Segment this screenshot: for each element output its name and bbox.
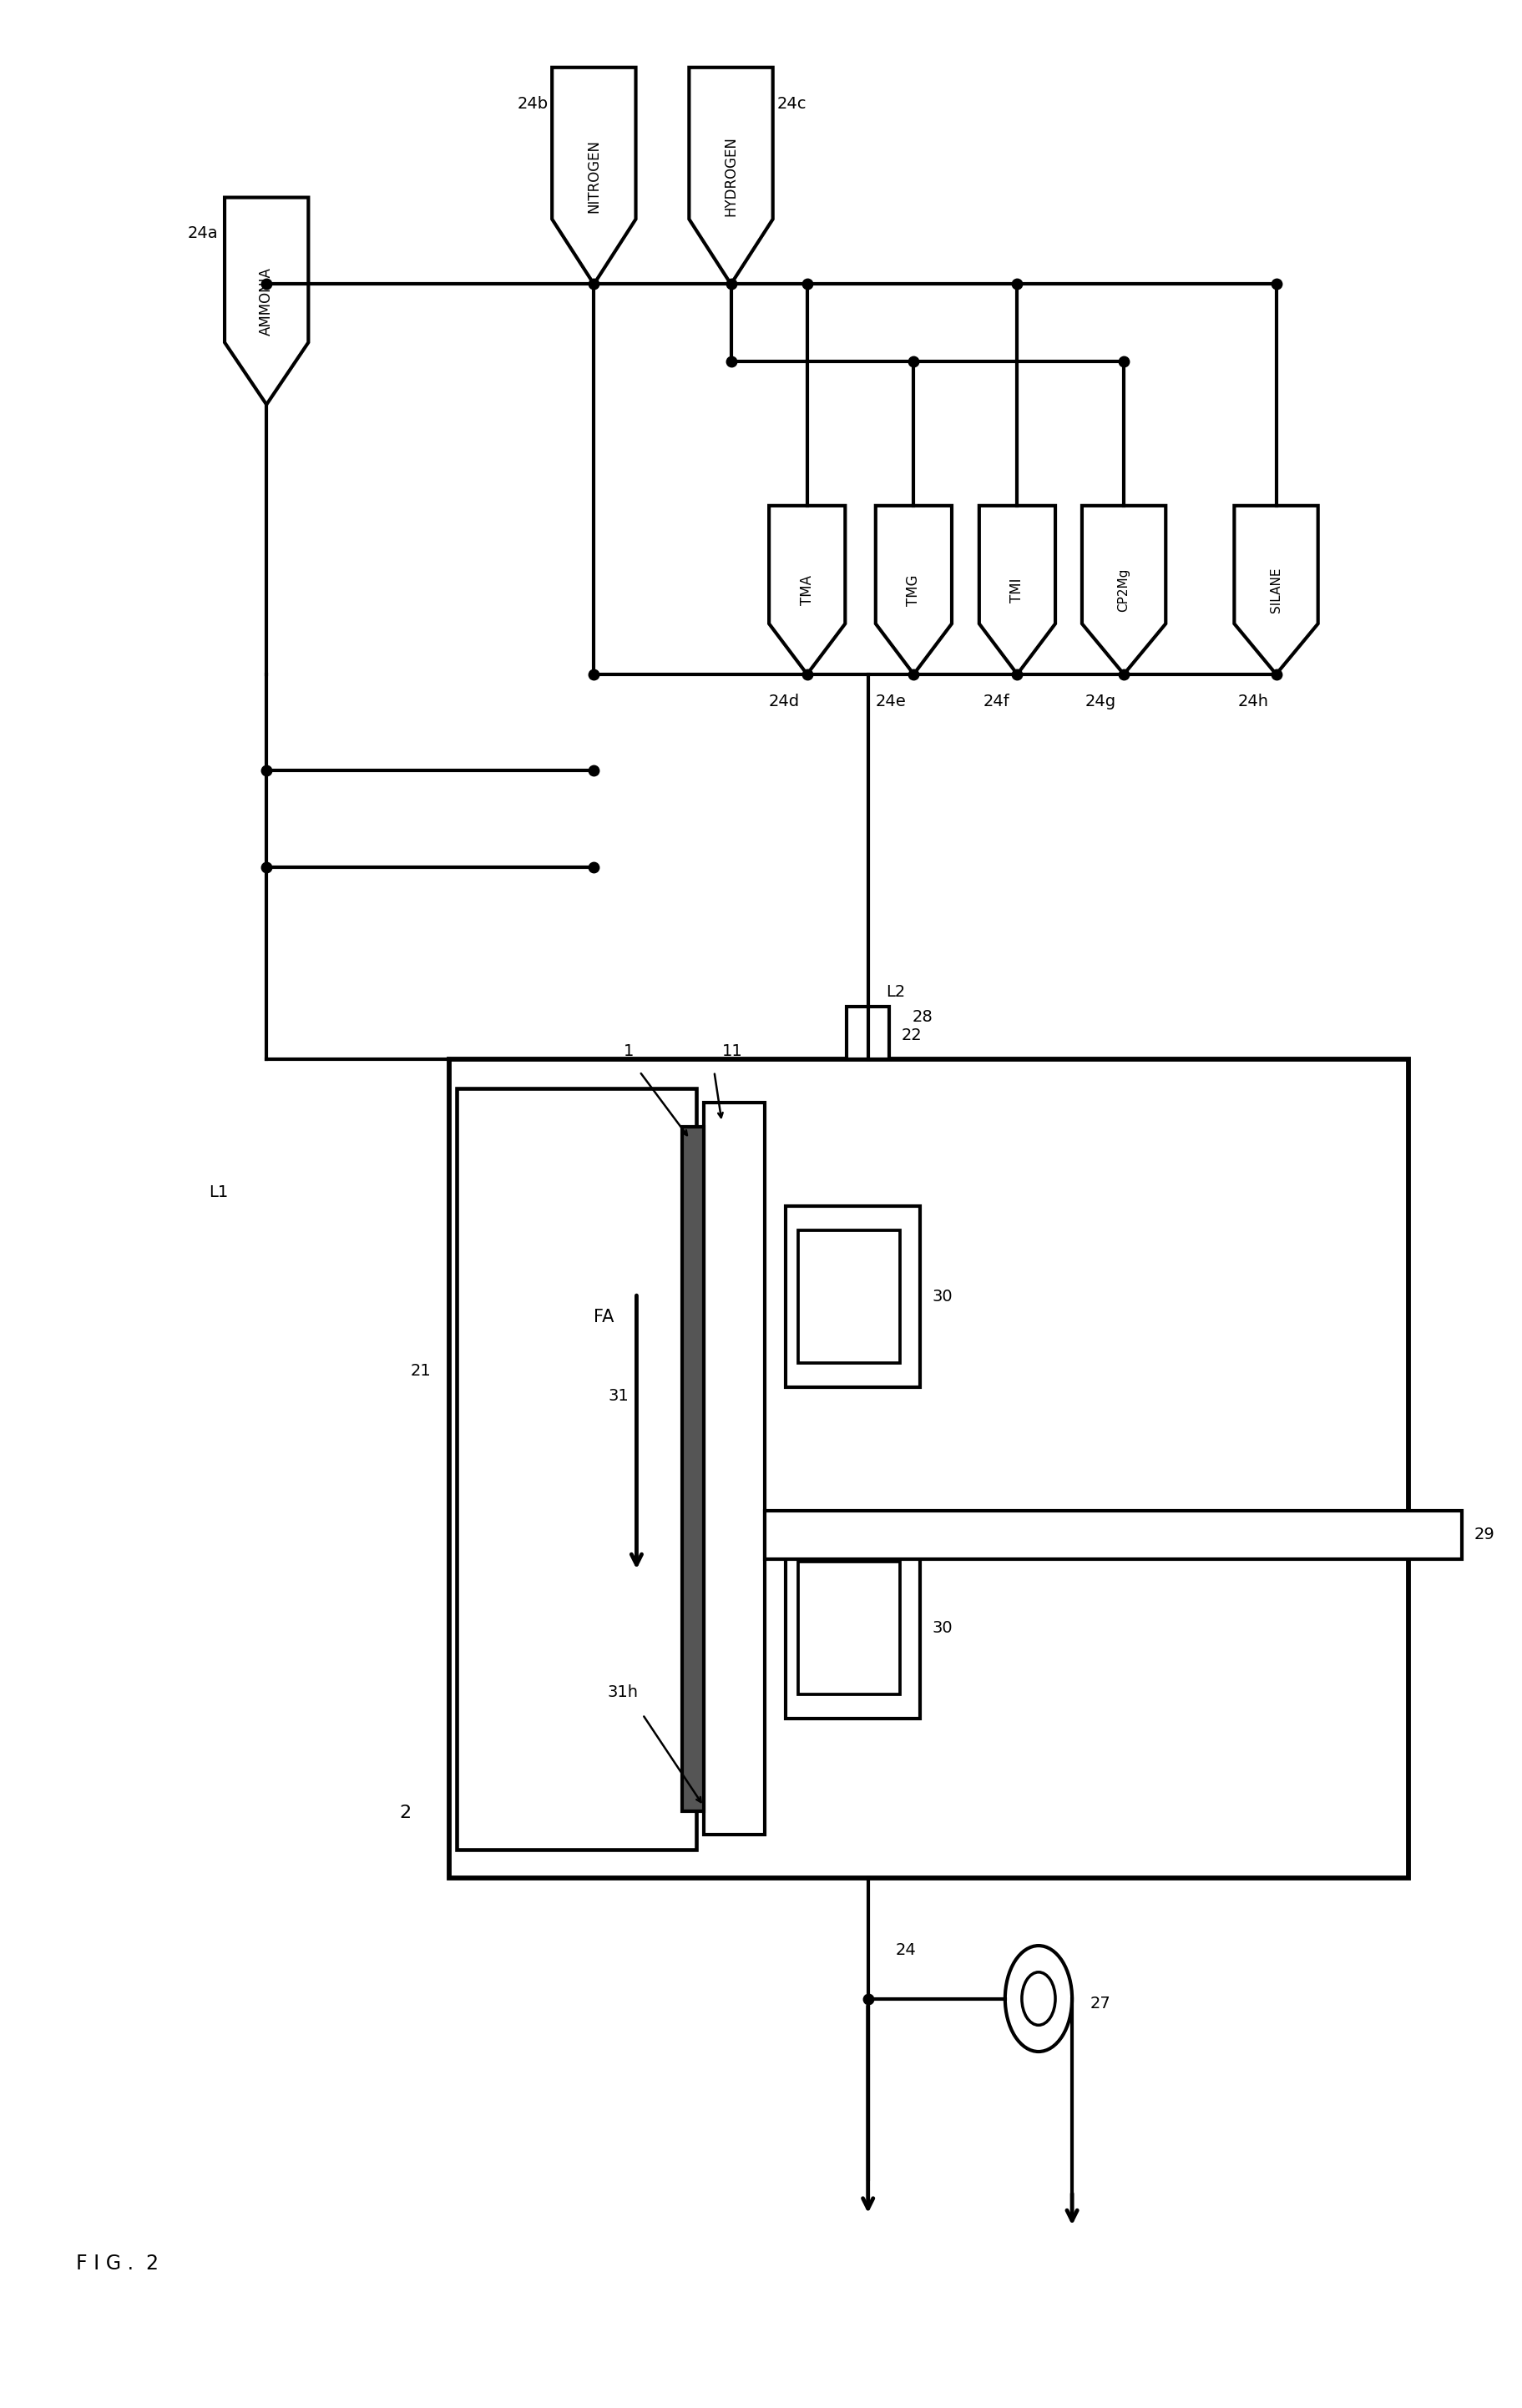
Text: TMG: TMG: [906, 576, 921, 604]
Text: 24h: 24h: [1237, 694, 1268, 710]
Bar: [785, 1539, 919, 1719]
Text: 31h: 31h: [607, 1683, 638, 1700]
Text: F I G .  2: F I G . 2: [76, 2254, 158, 2273]
Bar: [798, 1563, 900, 1695]
Text: NITROGEN: NITROGEN: [586, 140, 601, 212]
Bar: [785, 1206, 919, 1387]
Text: 11: 11: [721, 1043, 743, 1060]
Polygon shape: [769, 506, 845, 674]
Text: SILANE: SILANE: [1269, 568, 1282, 612]
Text: 24f: 24f: [983, 694, 1009, 710]
Text: 24e: 24e: [875, 694, 906, 710]
Text: 21: 21: [409, 1363, 431, 1377]
Text: 27: 27: [1090, 1996, 1111, 2011]
Bar: [682, 1127, 703, 1811]
Bar: [764, 1510, 1461, 1558]
Text: HYDROGEN: HYDROGEN: [723, 135, 738, 217]
Text: 24b: 24b: [517, 96, 548, 111]
Text: 24d: 24d: [769, 694, 799, 710]
Text: 29: 29: [1473, 1527, 1495, 1544]
Polygon shape: [688, 67, 772, 284]
Text: 30: 30: [931, 1288, 953, 1305]
Bar: [798, 1230, 900, 1363]
Bar: [703, 1103, 764, 1835]
Text: 2: 2: [399, 1804, 411, 1820]
Polygon shape: [979, 506, 1055, 674]
Polygon shape: [551, 67, 636, 284]
Text: 22: 22: [901, 1028, 922, 1043]
Text: 31: 31: [607, 1387, 629, 1404]
Text: 24: 24: [895, 1943, 916, 1958]
Polygon shape: [1233, 506, 1317, 674]
Text: 1: 1: [622, 1043, 633, 1060]
Text: 24g: 24g: [1085, 694, 1116, 710]
Bar: [846, 1007, 889, 1060]
Text: 30: 30: [931, 1621, 953, 1635]
Text: AMMONIA: AMMONIA: [259, 267, 274, 335]
Bar: [457, 1088, 696, 1849]
Polygon shape: [1081, 506, 1164, 674]
Text: 24a: 24a: [187, 226, 218, 241]
Text: FA: FA: [594, 1310, 613, 1327]
Text: TMI: TMI: [1009, 578, 1024, 602]
Bar: [449, 1060, 1408, 1878]
Text: L2: L2: [886, 985, 906, 999]
Text: 24c: 24c: [776, 96, 805, 111]
Polygon shape: [875, 506, 951, 674]
Polygon shape: [224, 197, 307, 405]
Text: TMA: TMA: [799, 576, 814, 604]
Text: CP2Mg: CP2Mg: [1117, 568, 1129, 612]
Text: 28: 28: [912, 1009, 933, 1026]
Text: L1: L1: [209, 1185, 228, 1199]
